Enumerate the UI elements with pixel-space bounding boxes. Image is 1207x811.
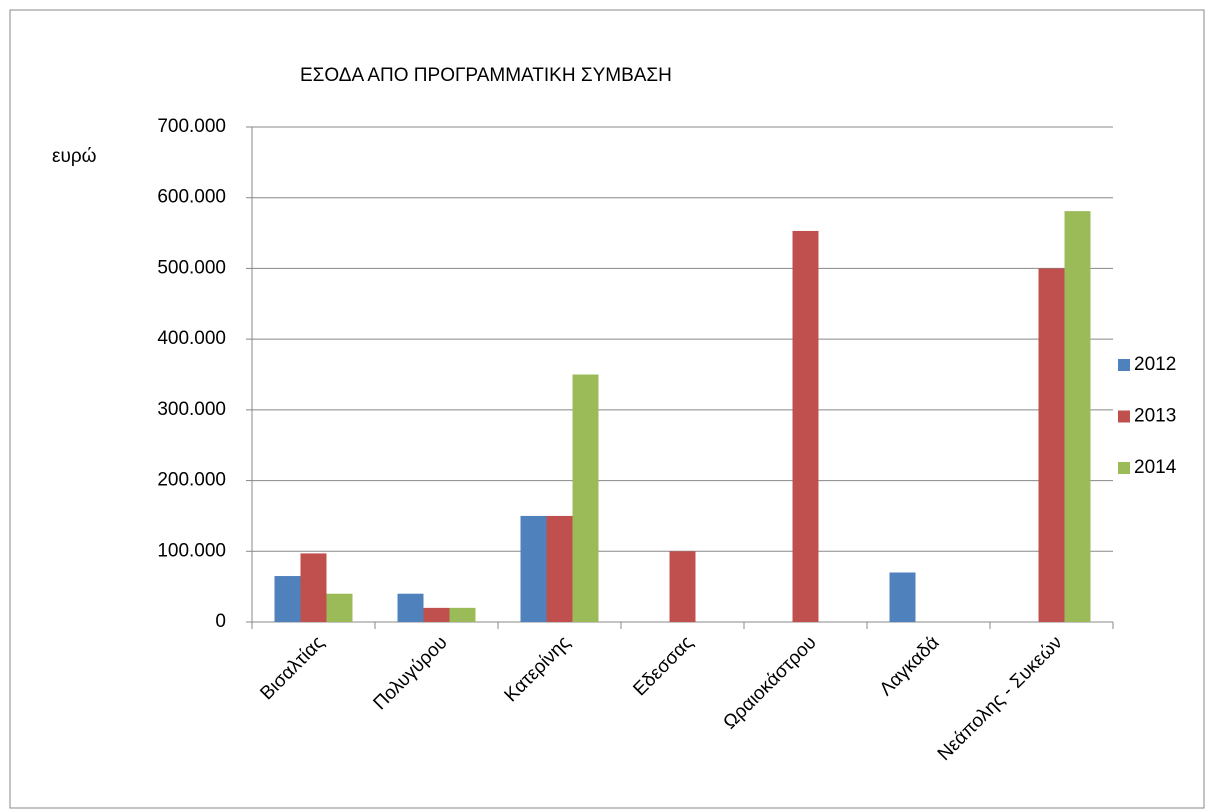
y-axis-label: ευρώ [52, 146, 97, 167]
bar [423, 607, 450, 622]
bar [397, 593, 424, 622]
y-tick-label: 600.000 [157, 187, 226, 208]
y-tick-label: 100.000 [157, 540, 226, 561]
bar [449, 607, 476, 622]
bar [792, 230, 819, 622]
bar [520, 515, 547, 622]
y-tick-label: 500.000 [157, 257, 226, 278]
bar [572, 374, 599, 622]
chart-title: ΕΣΟΔΑ ΑΠΟ ΠΡΟΓΡΑΜΜΑΤΙΚΗ ΣΥΜΒΑΣΗ [300, 65, 672, 86]
legend-swatch [1118, 359, 1130, 371]
y-tick-label: 400.000 [157, 328, 226, 349]
bar [546, 515, 573, 622]
chart-frame [9, 9, 1205, 809]
bar [889, 572, 916, 622]
legend-label: 2013 [1134, 406, 1176, 427]
y-tick-label: 0 [215, 611, 226, 632]
legend-swatch [1118, 462, 1130, 474]
legend-label: 2012 [1134, 354, 1176, 375]
y-tick-label: 700.000 [157, 116, 226, 137]
legend-swatch [1118, 410, 1130, 423]
legend-label: 2014 [1134, 457, 1177, 478]
bar [300, 553, 327, 622]
bar [1064, 211, 1091, 622]
bar [1038, 268, 1065, 622]
y-tick-label: 200.000 [157, 470, 226, 491]
bar [669, 551, 696, 622]
bar [274, 576, 301, 622]
y-tick-label: 300.000 [157, 399, 226, 420]
bar [326, 593, 353, 622]
